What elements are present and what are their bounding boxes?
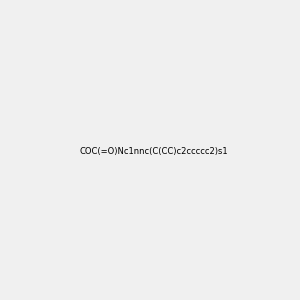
Text: COC(=O)Nc1nnc(C(CC)c2ccccc2)s1: COC(=O)Nc1nnc(C(CC)c2ccccc2)s1 bbox=[80, 147, 228, 156]
